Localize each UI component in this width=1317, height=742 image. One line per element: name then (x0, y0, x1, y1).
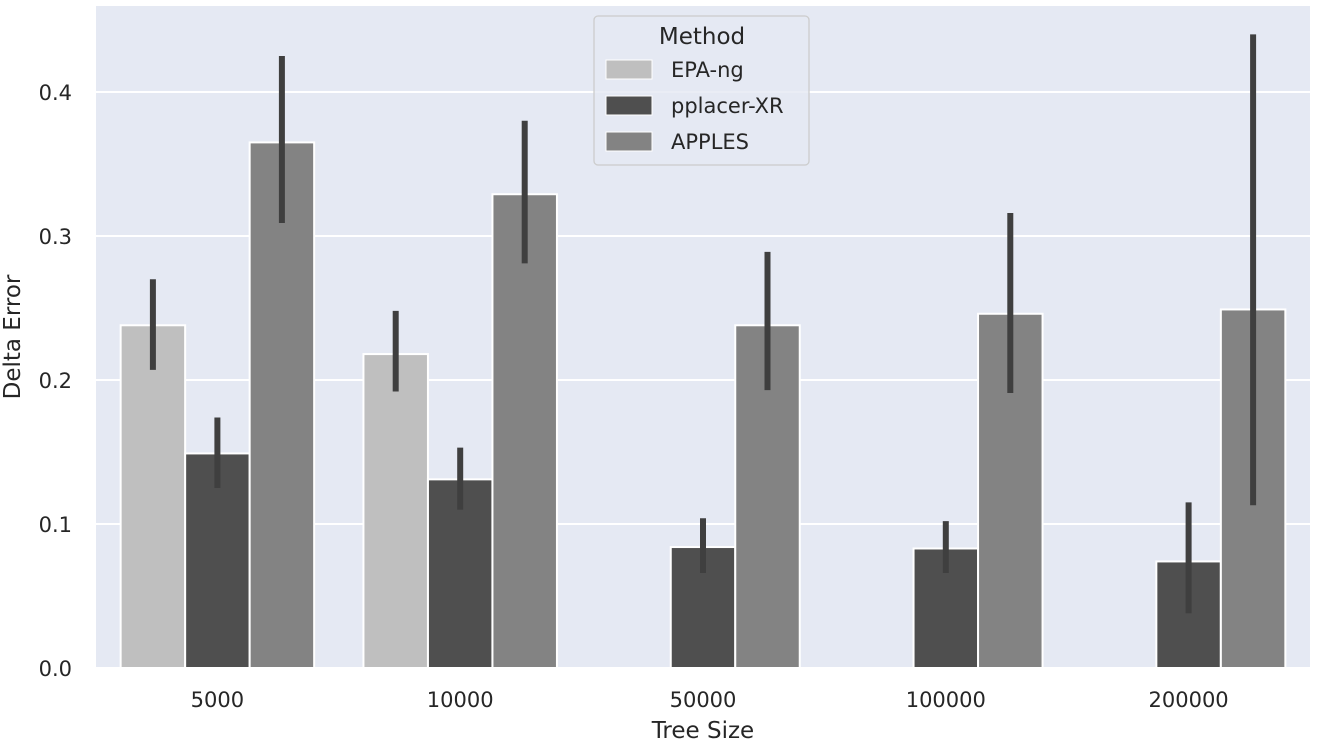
bar (119, 324, 187, 669)
x-tick-label: 100000 (906, 688, 986, 712)
y-tick-label: 0.2 (39, 369, 72, 393)
x-axis-label: Tree Size (651, 718, 754, 742)
y-tick-label: 0.0 (39, 657, 72, 681)
x-tick-label: 5000 (191, 688, 244, 712)
legend: Method EPA-ng pplacer-XR APPLES (593, 15, 810, 166)
bars (119, 141, 1287, 670)
x-tick-label: 50000 (670, 688, 737, 712)
y-tick-label: 0.3 (39, 225, 72, 249)
bar (362, 353, 429, 669)
x-tick-label: 10000 (427, 688, 494, 712)
legend-label: EPA-ng (671, 58, 744, 82)
legend-box (593, 15, 810, 166)
y-tick-label: 0.4 (39, 81, 72, 105)
legend-label: pplacer-XR (671, 94, 784, 118)
error-bars (149, 34, 1257, 614)
x-tick-label: 200000 (1149, 688, 1229, 712)
bar (491, 193, 558, 670)
bar (248, 141, 316, 669)
y-axis-label: Delta Error (0, 274, 26, 399)
legend-swatch (605, 59, 653, 80)
y-axis-ticks: 0.0 0.1 0.2 0.3 0.4 (39, 81, 72, 681)
legend-swatch (605, 131, 653, 152)
y-tick-label: 0.1 (39, 513, 72, 537)
legend-swatch (605, 95, 653, 116)
x-axis-ticks: 5000 10000 50000 100000 200000 (191, 688, 1229, 712)
legend-title: Method (659, 24, 745, 50)
bar (184, 452, 251, 669)
legend-label: APPLES (671, 130, 749, 154)
